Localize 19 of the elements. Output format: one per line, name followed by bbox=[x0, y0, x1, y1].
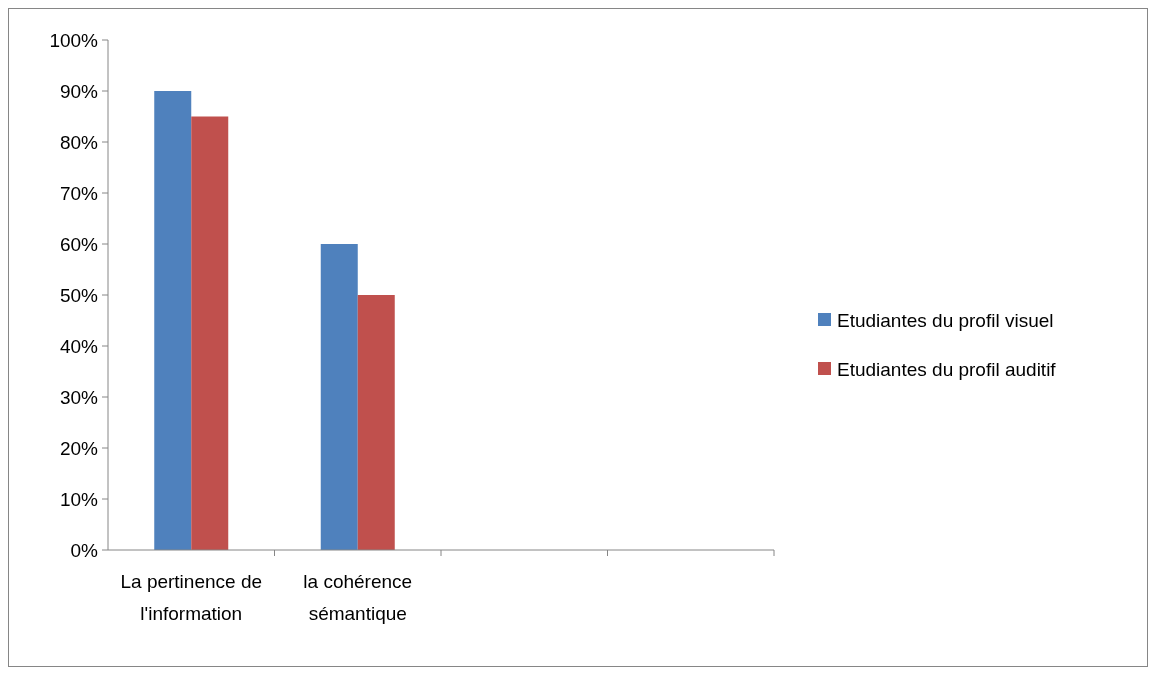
y-tick-label: 30% bbox=[59, 386, 99, 408]
y-tick-label: 100% bbox=[49, 29, 99, 51]
bar bbox=[154, 91, 192, 550]
x-tick-label: la cohérence sémantique bbox=[303, 571, 413, 624]
x-tick-label: La pertinence de l'information bbox=[120, 571, 263, 624]
y-tick-label: 10% bbox=[59, 488, 99, 510]
y-tick-label: 90% bbox=[59, 80, 99, 102]
bar bbox=[320, 244, 358, 550]
bar bbox=[191, 116, 229, 550]
legend-label: Etudiantes du profil auditif bbox=[837, 358, 1057, 380]
y-tick-label: 0% bbox=[70, 539, 99, 561]
bar bbox=[357, 295, 395, 550]
y-tick-label: 20% bbox=[59, 437, 99, 459]
y-tick-label: 80% bbox=[59, 131, 99, 153]
legend-label: Etudiantes du profil visuel bbox=[837, 309, 1054, 331]
y-tick-label: 40% bbox=[59, 335, 99, 357]
y-tick-label: 70% bbox=[59, 182, 99, 204]
y-tick-label: 50% bbox=[59, 284, 99, 306]
y-tick-label: 60% bbox=[59, 233, 99, 255]
